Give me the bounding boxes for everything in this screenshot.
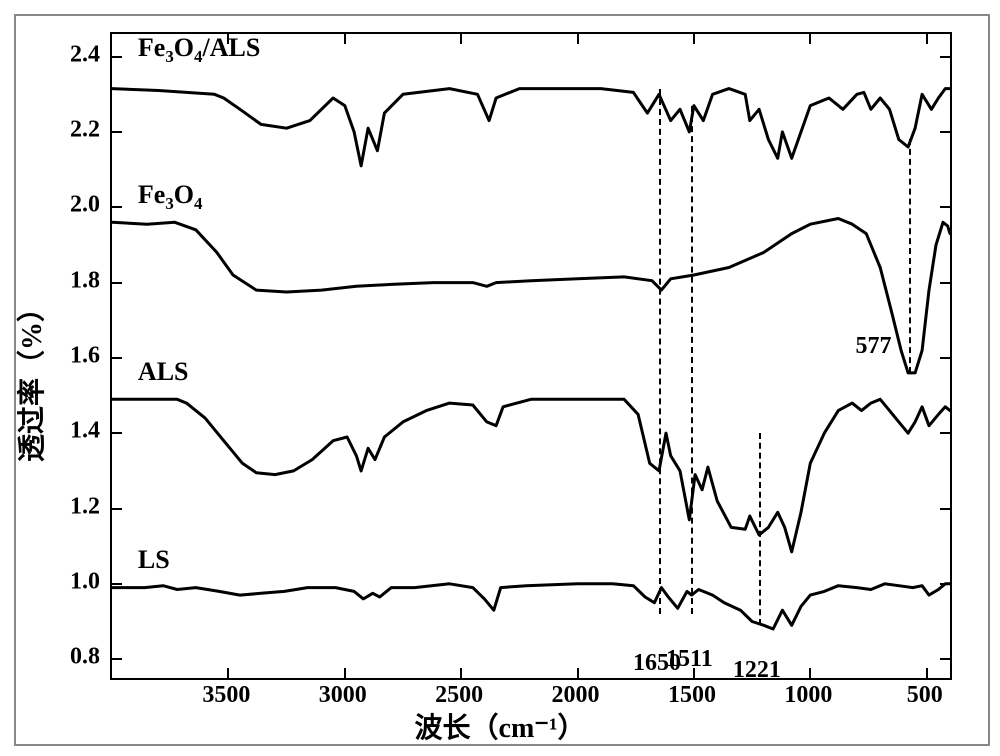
x-tick: [577, 668, 579, 678]
x-tick-label: 3000: [319, 682, 367, 709]
annotation-label: 1221: [733, 657, 781, 684]
x-tick-top: [344, 34, 346, 44]
series-ALS: [112, 399, 950, 552]
y-tick: [112, 508, 122, 510]
y-tick-right: [940, 206, 950, 208]
y-tick-label: 2.4: [70, 41, 100, 68]
y-tick-right: [940, 282, 950, 284]
y-tick-label: 1.2: [70, 493, 100, 520]
y-tick: [112, 131, 122, 133]
y-axis-label: 透过率（%）: [10, 294, 50, 462]
figure-container: 透过率（%） 波长（cm⁻¹） 3500 3000 2500 2000 1500 1000…: [0, 0, 1000, 756]
x-tick: [227, 668, 229, 678]
annotation-label: 577: [856, 333, 892, 360]
x-tick-top: [577, 34, 579, 44]
y-tick-label: 1.4: [70, 418, 100, 445]
x-tick: [809, 668, 811, 678]
y-tick-right: [940, 583, 950, 585]
series-label-LS: LS: [138, 545, 170, 575]
x-tick: [460, 668, 462, 678]
y-tick-right: [940, 357, 950, 359]
x-tick-top: [809, 34, 811, 44]
series-Fe3O4: [112, 219, 950, 373]
y-tick-label: 0.8: [70, 644, 100, 671]
y-tick-label: 2.0: [70, 192, 100, 219]
x-tick-top: [460, 34, 462, 44]
x-tick-label: 2000: [552, 682, 600, 709]
annotation-vline: [759, 433, 761, 625]
annotation-vline: [691, 106, 693, 614]
y-tick-right: [940, 131, 950, 133]
x-tick-top: [693, 34, 695, 44]
x-tick-label: 1500: [668, 682, 716, 709]
plot-area: [110, 32, 952, 680]
y-tick: [112, 56, 122, 58]
annotation-vline: [659, 89, 661, 614]
x-tick-label: 500: [907, 682, 943, 709]
y-tick: [112, 282, 122, 284]
y-tick-right: [940, 56, 950, 58]
x-tick: [926, 668, 928, 678]
series-label-Fe3O4_ALS: Fe3O4/ALS: [138, 33, 260, 67]
y-tick-label: 1.8: [70, 267, 100, 294]
curves-svg: [112, 34, 950, 678]
y-tick-label: 2.2: [70, 116, 100, 143]
y-tick: [112, 432, 122, 434]
x-tick-label: 3500: [202, 682, 250, 709]
x-axis-label: 波长（cm⁻¹）: [415, 706, 586, 746]
y-tick: [112, 583, 122, 585]
annotation-vline: [909, 139, 911, 372]
y-tick-label: 1.0: [70, 568, 100, 595]
y-tick: [112, 357, 122, 359]
y-tick: [112, 658, 122, 660]
x-tick-top: [926, 34, 928, 44]
x-tick-label: 1000: [784, 682, 832, 709]
x-tick: [344, 668, 346, 678]
y-tick-right: [940, 432, 950, 434]
x-tick-label: 2500: [435, 682, 483, 709]
y-tick-label: 1.6: [70, 342, 100, 369]
y-tick-right: [940, 658, 950, 660]
annotation-label: 1511: [666, 646, 713, 673]
y-tick-right: [940, 508, 950, 510]
y-tick: [112, 206, 122, 208]
series-LS: [112, 584, 950, 629]
series-Fe3O4_ALS: [112, 89, 950, 166]
series-label-ALS: ALS: [138, 357, 189, 387]
series-label-Fe3O4: Fe3O4: [138, 180, 203, 214]
